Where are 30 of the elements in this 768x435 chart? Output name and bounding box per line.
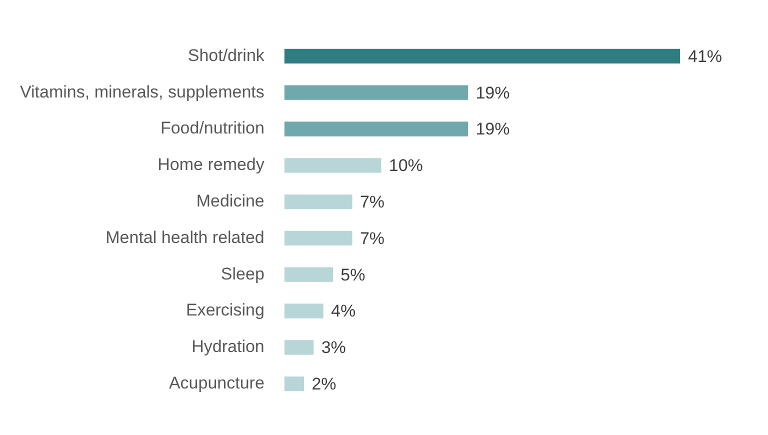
y-tick-label: Shot/drink (188, 46, 265, 65)
data-label: 5% (340, 265, 366, 284)
bar (284, 85, 468, 100)
data-label: 3% (321, 338, 346, 358)
y-tick-label: Food/nutrition (160, 118, 264, 138)
data-label: 4% (330, 302, 356, 321)
bar (284, 122, 468, 136)
bar (284, 48, 680, 64)
y-tick-label: Vitamins, minerals, supplements (20, 82, 264, 102)
y-tick-label: Medicine (196, 191, 264, 210)
data-label: 2% (312, 374, 336, 394)
y-tick-label: Exercising (186, 300, 264, 320)
data-label: 10% (388, 156, 423, 176)
data-label: 19% (476, 83, 510, 102)
bar (284, 340, 314, 355)
y-tick-label: Home remedy (158, 155, 265, 174)
y-tick-label: Acupuncture (168, 373, 264, 392)
bar (284, 376, 304, 392)
bar (284, 230, 352, 246)
data-label: 19% (476, 120, 510, 139)
bar (284, 158, 382, 173)
bar (284, 267, 333, 282)
data-label: 7% (360, 192, 385, 212)
data-label: 41% (688, 46, 722, 66)
bar (284, 194, 352, 210)
y-tick-label: Sleep (220, 264, 264, 284)
bar (284, 304, 324, 318)
data-label: 7% (360, 228, 385, 248)
y-tick-label: Mental health related (106, 228, 264, 247)
y-tick-label: Hydration (192, 337, 264, 356)
